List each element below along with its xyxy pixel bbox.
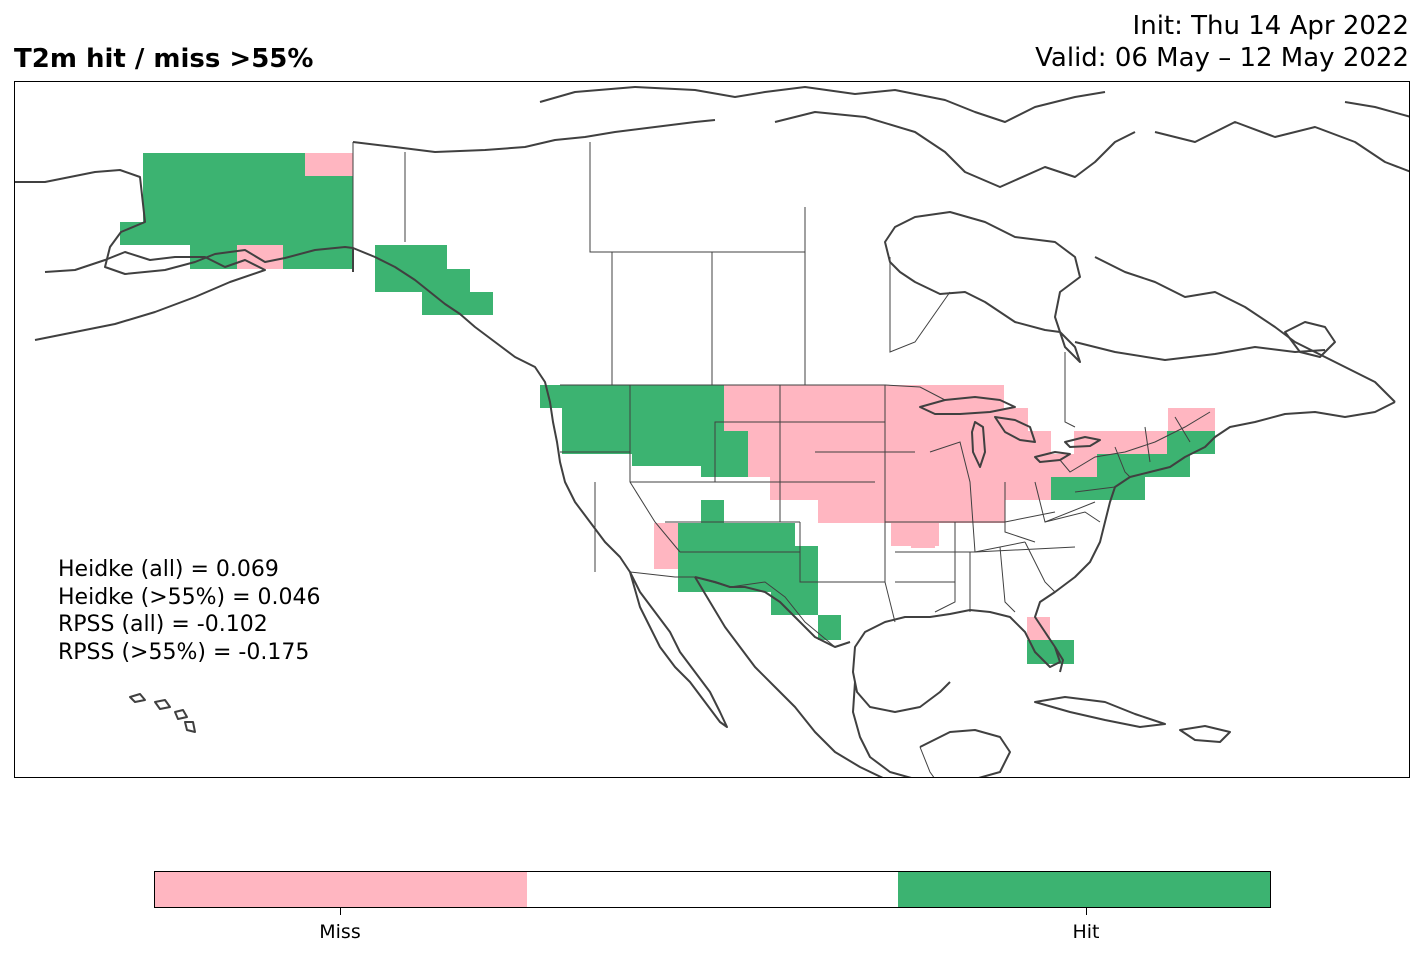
rpss-all-score: RPSS (all) = -0.102 [58, 612, 268, 637]
map-svg [15, 86, 1409, 777]
miss-cell [770, 477, 1004, 500]
miss-cell [911, 523, 935, 548]
grid-cells [120, 153, 1215, 664]
miss-cell [305, 153, 353, 176]
hit-cell [143, 176, 353, 222]
heidke-all-score: Heidke (all) = 0.069 [58, 557, 279, 582]
hit-cell [540, 385, 632, 408]
hit-cell [678, 523, 795, 546]
hit-cell [818, 615, 841, 640]
chart-title: T2m hit / miss >55% [14, 44, 314, 74]
score-panel: Heidke (all) = 0.069 Heidke (>55%) = 0.0… [58, 556, 321, 666]
miss-cell [1027, 617, 1050, 640]
hit-cell [1167, 431, 1190, 477]
colorbar-neutral-segment [526, 872, 899, 907]
colorbar-hit-segment [898, 872, 1271, 907]
miss-cell [1074, 431, 1192, 454]
hit-cell [422, 292, 493, 315]
heidke-55-score: Heidke (>55%) = 0.046 [58, 584, 321, 610]
miss-cell [724, 385, 1004, 431]
miss-cell [818, 500, 1005, 523]
valid-range: Valid: 06 May – 12 May 2022 [1035, 43, 1409, 73]
miss-cell [1168, 408, 1215, 431]
miss-cell [654, 523, 678, 569]
colorbar [154, 871, 1271, 908]
init-date: Init: Thu 14 Apr 2022 [1132, 11, 1409, 41]
colorbar-miss-segment [155, 872, 527, 907]
hit-cell [399, 269, 470, 292]
hit-cell [632, 431, 702, 466]
colorbar-label-hit: Hit [1072, 921, 1100, 943]
date-info: Init: Thu 14 Apr 2022 Valid: 06 May – 12… [1035, 10, 1409, 74]
miss-cell [748, 431, 1005, 477]
colorbar-tick-miss [340, 908, 341, 915]
colorbar-label-miss: Miss [319, 921, 361, 943]
political-borders [352, 142, 1211, 777]
miss-cell [237, 245, 283, 269]
colorbar-tick-hit [1086, 908, 1087, 915]
hit-cell [1145, 454, 1167, 476]
hit-cell [375, 245, 447, 269]
hit-cell [143, 153, 305, 176]
hit-cell [701, 431, 748, 477]
miss-cell [1004, 408, 1028, 454]
hit-cell [1190, 431, 1215, 454]
hit-cell [1051, 477, 1145, 500]
hit-cell [120, 222, 353, 245]
hit-cell [283, 245, 353, 269]
rpss-55-score: RPSS (>55%) = -0.175 [58, 639, 310, 665]
map-panel [14, 81, 1410, 778]
coastlines [15, 86, 1409, 777]
hit-cell [701, 500, 724, 524]
hit-cell [562, 408, 632, 454]
